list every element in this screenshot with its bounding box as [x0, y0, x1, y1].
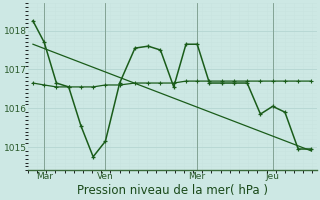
X-axis label: Pression niveau de la mer( hPa ): Pression niveau de la mer( hPa )	[77, 184, 268, 197]
